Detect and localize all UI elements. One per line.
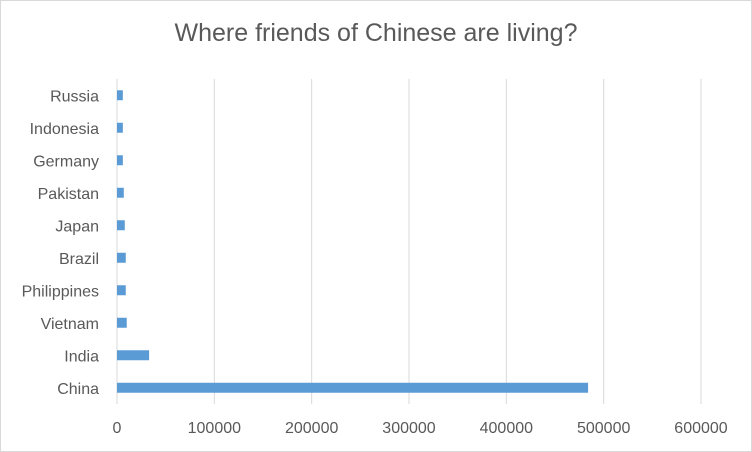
y-category-label: Russia — [50, 88, 99, 105]
y-category-label: Vietnam — [41, 316, 99, 333]
chart-title: Where friends of Chinese are living? — [174, 19, 578, 47]
y-category-label: Philippines — [22, 283, 99, 300]
bar-japan — [117, 220, 125, 231]
y-category-label: Indonesia — [30, 121, 99, 138]
y-category-label: India — [64, 348, 99, 365]
y-category-label: Germany — [33, 153, 99, 170]
x-tick-label: 0 — [113, 420, 122, 437]
bar-germany — [117, 155, 123, 166]
bar-philippines — [117, 285, 126, 296]
bar-china — [117, 382, 589, 393]
bar-vietnam — [117, 317, 127, 328]
x-tick-label: 200000 — [285, 420, 338, 437]
y-category-label: Brazil — [59, 251, 99, 268]
y-category-label: Japan — [55, 218, 99, 235]
bar-india — [117, 350, 150, 361]
y-category-label: Pakistan — [38, 186, 99, 203]
bar-brazil — [117, 252, 126, 263]
x-tick-label: 400000 — [480, 420, 533, 437]
x-tick-label: 600000 — [674, 420, 727, 437]
x-tick-label: 500000 — [577, 420, 630, 437]
x-tick-label: 100000 — [188, 420, 241, 437]
x-tick-label: 300000 — [382, 420, 435, 437]
y-category-label: China — [57, 381, 99, 398]
bar-pakistan — [117, 187, 124, 198]
bar-russia — [117, 90, 123, 101]
bar-indonesia — [117, 122, 123, 133]
